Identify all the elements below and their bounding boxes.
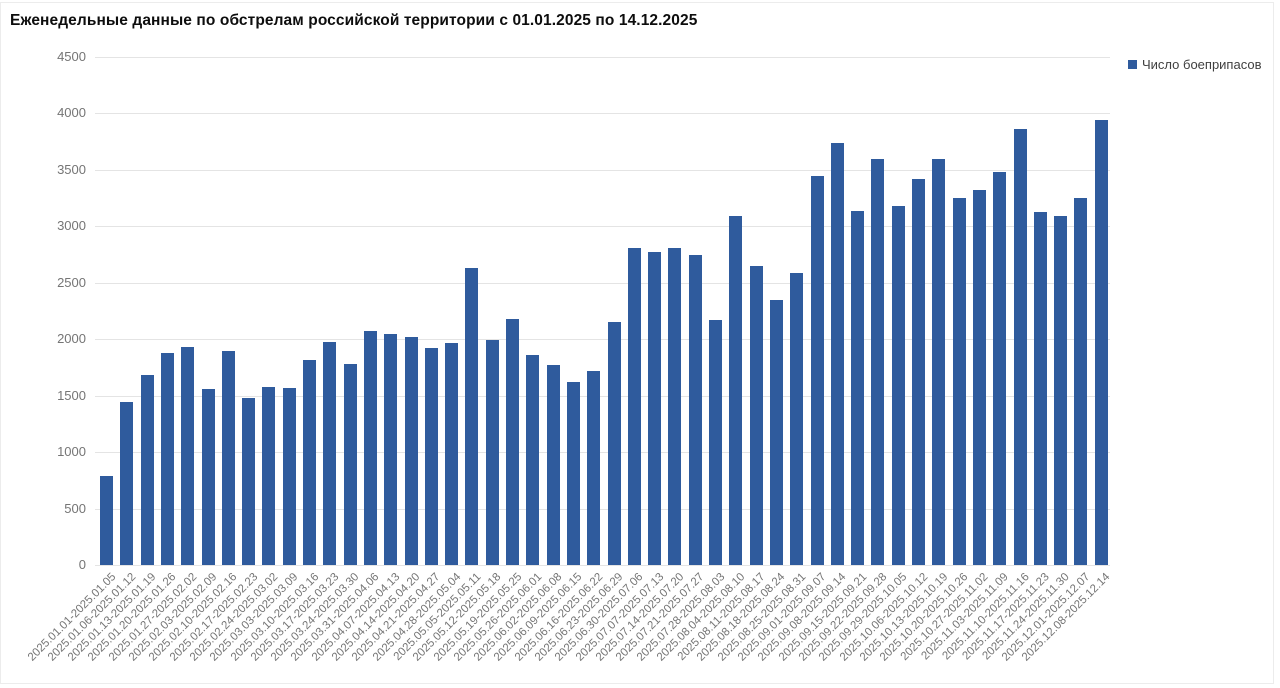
y-tick-label: 4000 — [57, 105, 86, 121]
bar[interactable] — [485, 340, 499, 565]
y-tick-label: 3500 — [57, 161, 86, 177]
bar[interactable] — [993, 172, 1007, 565]
chart-title: Еженедельные данные по обстрелам российс… — [10, 12, 698, 29]
bar[interactable] — [1013, 129, 1027, 565]
bar[interactable] — [323, 341, 337, 565]
bar[interactable] — [891, 206, 905, 565]
bar[interactable] — [932, 158, 946, 565]
bar[interactable] — [120, 402, 134, 565]
bar[interactable] — [282, 387, 296, 565]
bar[interactable] — [546, 365, 560, 565]
bar[interactable] — [506, 318, 519, 565]
bar[interactable] — [181, 347, 195, 565]
bar[interactable] — [221, 350, 235, 565]
bar[interactable] — [871, 158, 885, 565]
bar[interactable] — [688, 254, 702, 565]
gridline — [95, 113, 1110, 115]
bar[interactable] — [729, 216, 743, 565]
y-tick-label: 0 — [78, 557, 86, 572]
bar[interactable] — [445, 342, 459, 565]
bar[interactable] — [1094, 120, 1108, 565]
bar[interactable] — [424, 348, 438, 565]
y-tick-label: 500 — [64, 500, 86, 516]
bar[interactable] — [1033, 211, 1047, 565]
bar[interactable] — [790, 272, 804, 565]
bar[interactable] — [1054, 216, 1068, 565]
bar[interactable] — [404, 337, 418, 565]
bar[interactable] — [648, 252, 662, 565]
bar[interactable] — [851, 210, 865, 565]
bar[interactable] — [465, 268, 479, 565]
bar[interactable] — [363, 331, 377, 565]
legend-item: Число боеприпасов — [1128, 57, 1262, 72]
bar[interactable] — [1074, 198, 1088, 565]
bar[interactable] — [242, 397, 256, 565]
bar[interactable] — [262, 386, 276, 565]
bar[interactable] — [100, 475, 113, 565]
bar[interactable] — [769, 299, 783, 565]
legend-swatch-icon — [1128, 60, 1137, 69]
y-tick-label: 1000 — [57, 444, 86, 460]
gridline — [95, 169, 1110, 171]
bar[interactable] — [303, 359, 316, 565]
bar[interactable] — [830, 142, 844, 565]
plot-area — [95, 57, 1110, 566]
gridline — [95, 226, 1110, 228]
bar[interactable] — [810, 175, 824, 565]
gridline — [95, 57, 1110, 58]
bar[interactable] — [160, 352, 174, 565]
bar[interactable] — [566, 382, 580, 565]
bar[interactable] — [668, 247, 682, 565]
y-tick-label: 2000 — [57, 331, 86, 347]
bar[interactable] — [587, 370, 601, 565]
bar[interactable] — [201, 388, 215, 565]
bar[interactable] — [607, 322, 621, 565]
bar[interactable] — [627, 247, 641, 565]
bar[interactable] — [709, 320, 722, 565]
bar[interactable] — [972, 190, 986, 565]
bar[interactable] — [526, 355, 540, 565]
bar[interactable] — [912, 178, 925, 565]
bar[interactable] — [343, 364, 357, 565]
bar[interactable] — [952, 198, 966, 565]
legend-label: Число боеприпасов — [1142, 57, 1262, 72]
bar[interactable] — [749, 265, 763, 565]
gridline — [95, 339, 1110, 341]
gridline — [95, 282, 1110, 284]
y-tick-label: 4500 — [57, 49, 86, 64]
bar[interactable] — [140, 375, 154, 565]
bar[interactable] — [384, 333, 398, 565]
gridline — [95, 452, 1110, 454]
gridline — [95, 395, 1110, 397]
gridline — [95, 565, 1110, 566]
y-tick-label: 2500 — [57, 274, 86, 290]
gridline — [95, 508, 1110, 510]
y-tick-label: 3000 — [57, 218, 86, 234]
y-tick-label: 1500 — [57, 387, 86, 403]
